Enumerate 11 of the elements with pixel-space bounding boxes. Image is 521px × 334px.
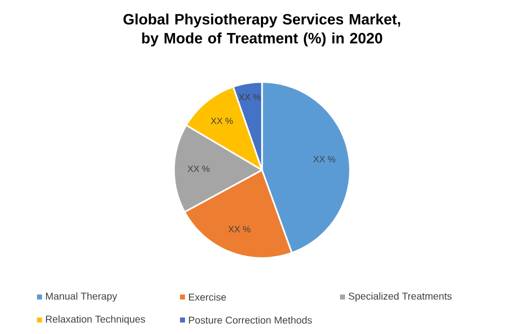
data-label: XX % <box>313 156 336 162</box>
data-label: XX % <box>228 226 250 232</box>
legend-label: Posture Correction Methods <box>189 316 312 324</box>
legend-label: Relaxation Techniques <box>46 315 146 325</box>
data-label: XX % <box>188 166 210 172</box>
legend-label: Exercise <box>189 293 226 301</box>
legend-label: Specialized Treatments <box>348 292 452 302</box>
chart-title: Global Physiotherapy Services Market, by Mode of Treatment (%) in 2020 <box>123 14 400 46</box>
data-label: XX % <box>238 94 261 100</box>
data-label: XX % <box>210 118 233 124</box>
legend-label: Manual Therapy <box>46 292 118 302</box>
